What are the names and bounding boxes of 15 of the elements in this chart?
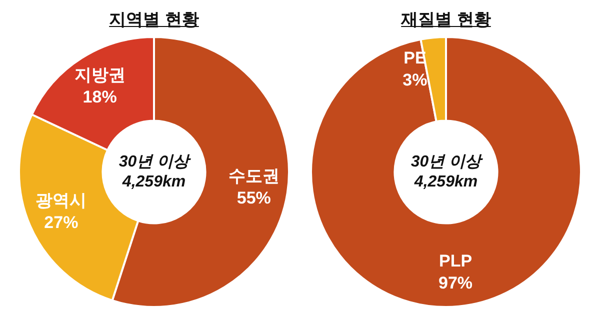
text: 4,259km	[121, 173, 186, 190]
data-label: 97%	[438, 273, 473, 292]
data-label: 3%	[402, 70, 428, 90]
text: 30년 이상	[118, 153, 192, 170]
text: 4,259km	[413, 173, 478, 190]
chart-title: 재질별 현황	[401, 9, 491, 31]
slice-label: 수도권	[228, 166, 280, 186]
slice-label: PLP	[438, 251, 472, 270]
slice-label: 광역시	[36, 190, 87, 210]
slice-label: 지방권	[74, 65, 126, 84]
data-label: 18%	[82, 87, 117, 106]
data-label: 27%	[44, 212, 78, 232]
text: 30년 이상	[410, 153, 484, 170]
chart-title: 지역별 현황	[109, 9, 199, 31]
data-label: 55%	[236, 188, 271, 208]
